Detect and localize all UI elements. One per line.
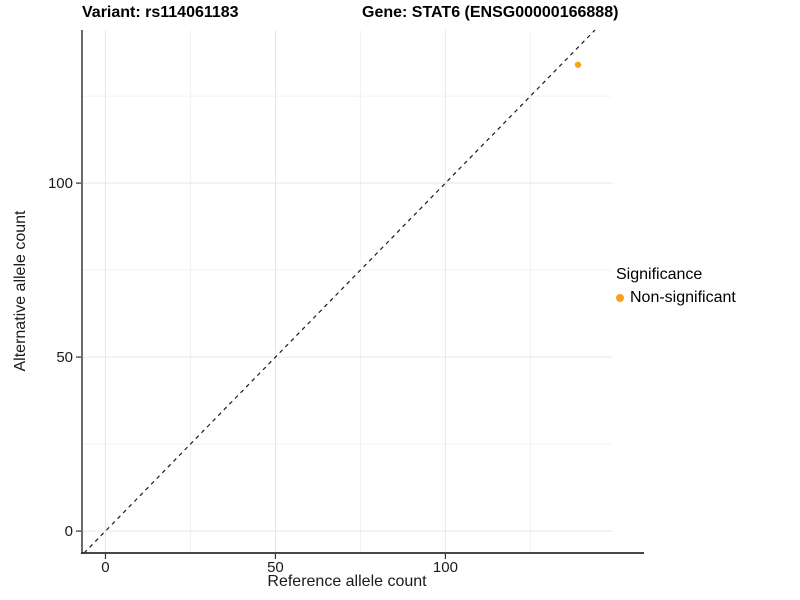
y-tick-label: 0 xyxy=(65,523,73,540)
x-tick-label: 0 xyxy=(101,559,109,576)
legend: Significance Non-significant xyxy=(616,266,736,307)
y-tick-label: 100 xyxy=(48,175,73,192)
legend-item-label: Non-significant xyxy=(630,289,736,306)
y-axis-title: Alternative allele count xyxy=(12,210,29,372)
legend-point-icon xyxy=(616,294,624,302)
legend-title: Significance xyxy=(616,266,703,283)
y-tick-label: 50 xyxy=(56,349,73,366)
x-axis-title: Reference allele count xyxy=(267,573,427,590)
x-tick-label: 50 xyxy=(267,559,284,576)
plot-title-variant: Variant: rs114061183 xyxy=(82,4,239,21)
legend-item-non-significant: Non-significant xyxy=(616,289,736,307)
data-point xyxy=(574,61,582,68)
identity-line xyxy=(83,29,596,554)
plot-title-gene: Gene: STAT6 (ENSG00000166888) xyxy=(362,4,619,21)
x-tick-label: 100 xyxy=(433,559,458,576)
